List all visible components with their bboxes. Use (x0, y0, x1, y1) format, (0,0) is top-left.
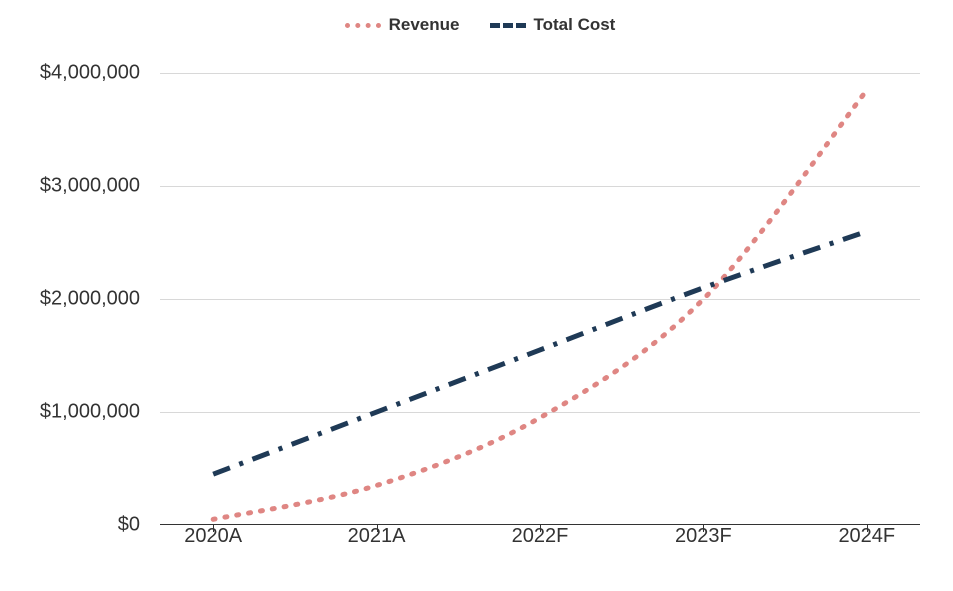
x-label: 2021A (348, 525, 406, 548)
series-line-revenue (213, 90, 867, 519)
y-label: $3,000,000 (40, 175, 140, 198)
legend-item-revenue: Revenue (345, 15, 460, 35)
legend-swatch-revenue (345, 23, 381, 28)
y-label: $1,000,000 (40, 401, 140, 424)
x-axis: 2020A 2021A 2022F 2023F 2024F (30, 525, 930, 555)
legend-label-totalcost: Total Cost (534, 15, 616, 35)
plot-area: $4,000,000 $3,000,000 $2,000,000 $1,000,… (30, 45, 930, 525)
chart-lines (160, 45, 920, 525)
legend-swatch-totalcost (490, 23, 526, 28)
y-label: $4,000,000 (40, 62, 140, 85)
x-label: 2020A (184, 525, 242, 548)
x-label: 2022F (512, 525, 569, 548)
chart-container: Revenue Total Cost $4,000,000 $3,000,000… (30, 10, 930, 570)
y-axis: $4,000,000 $3,000,000 $2,000,000 $1,000,… (30, 45, 150, 525)
series-line-totalcost (213, 231, 867, 474)
x-label: 2024F (838, 525, 895, 548)
legend-label-revenue: Revenue (389, 15, 460, 35)
legend: Revenue Total Cost (30, 10, 930, 40)
y-label: $2,000,000 (40, 288, 140, 311)
x-label: 2023F (675, 525, 732, 548)
legend-item-totalcost: Total Cost (490, 15, 616, 35)
